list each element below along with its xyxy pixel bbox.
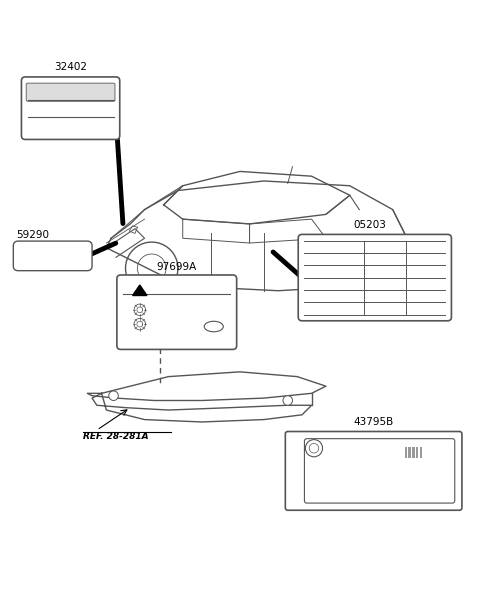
FancyBboxPatch shape (13, 241, 92, 271)
FancyBboxPatch shape (22, 77, 120, 139)
Circle shape (305, 440, 323, 457)
Text: 32402: 32402 (54, 62, 87, 72)
Bar (416, 447, 419, 458)
Bar (420, 447, 422, 458)
FancyBboxPatch shape (285, 431, 462, 510)
Ellipse shape (204, 322, 223, 332)
Circle shape (283, 396, 292, 405)
Text: 97699A: 97699A (156, 262, 197, 272)
Bar (412, 447, 415, 458)
FancyBboxPatch shape (304, 439, 455, 503)
Text: REF. 28-281A: REF. 28-281A (83, 431, 148, 440)
Text: 43795B: 43795B (353, 417, 394, 427)
FancyBboxPatch shape (117, 275, 237, 349)
Bar (408, 447, 411, 458)
Circle shape (309, 443, 319, 453)
FancyBboxPatch shape (298, 235, 451, 321)
Circle shape (109, 391, 118, 401)
FancyBboxPatch shape (26, 83, 115, 101)
Bar (405, 447, 407, 458)
Text: 59290: 59290 (16, 230, 48, 240)
Text: 05203: 05203 (353, 220, 386, 230)
Polygon shape (132, 285, 147, 296)
